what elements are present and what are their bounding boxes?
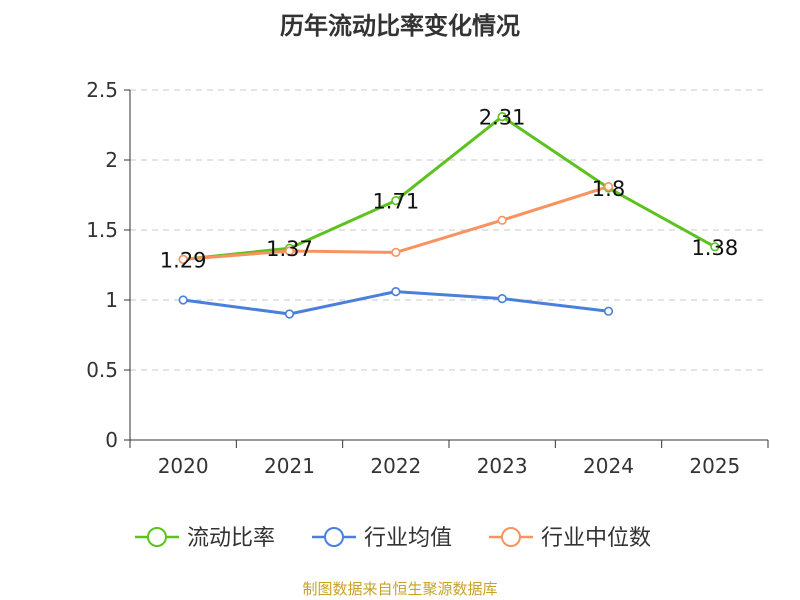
data-label: 1.8 — [592, 177, 625, 201]
series-layer — [178, 111, 720, 319]
y-tick-label: 1.5 — [86, 218, 118, 242]
data-label: 2.31 — [479, 106, 526, 130]
legend-label: 行业中位数 — [541, 526, 651, 551]
y-tick-label: 0 — [105, 428, 118, 452]
x-tick-label: 2025 — [689, 454, 740, 478]
axis-layer: 0 0.5 1 1.5 2 2.5 2020 2021 2022 2023 2024 2025 — [86, 78, 769, 478]
x-tick-label: 2022 — [370, 454, 421, 478]
data-label: 1.38 — [691, 236, 738, 260]
data-point — [391, 287, 401, 297]
data-point — [497, 111, 507, 122]
data-label-layer: 1.29 1.37 1.71 2.31 1.8 1.38 — [160, 106, 738, 273]
legend: 流动比率 行业均值 行业中位数 — [135, 526, 651, 551]
x-tick-label: 2023 — [477, 454, 528, 478]
x-tick-label: 2020 — [158, 454, 209, 478]
legend-marker — [501, 527, 521, 547]
legend-label: 行业均值 — [364, 526, 452, 551]
y-tick-label: 2.5 — [86, 78, 118, 102]
data-label: 1.71 — [372, 190, 419, 214]
data-label: 1.29 — [160, 248, 207, 272]
data-point — [284, 246, 295, 256]
y-tick-label: 2 — [105, 148, 118, 172]
data-point — [391, 196, 401, 206]
data-point — [497, 294, 507, 304]
legend-marker — [324, 527, 344, 547]
y-tick-label: 1 — [105, 288, 118, 312]
chart-title: 历年流动比率变化情况 — [280, 12, 520, 40]
legend-marker — [147, 527, 167, 547]
data-point — [603, 182, 614, 192]
grid-layer — [130, 89, 768, 371]
x-tick-label: 2024 — [583, 454, 634, 478]
y-tick-label: 0.5 — [86, 358, 118, 382]
data-point — [391, 247, 401, 257]
data-point — [178, 254, 188, 264]
data-point — [603, 306, 614, 316]
data-point — [497, 215, 507, 225]
source-note: 制图数据来自恒生聚源数据库 — [302, 580, 498, 598]
data-point — [178, 295, 188, 305]
data-label: 1.37 — [266, 237, 313, 261]
data-point — [710, 242, 720, 252]
data-point — [284, 309, 295, 319]
legend-label: 流动比率 — [187, 526, 275, 551]
x-tick-label: 2021 — [264, 454, 315, 478]
series-line — [181, 115, 717, 261]
